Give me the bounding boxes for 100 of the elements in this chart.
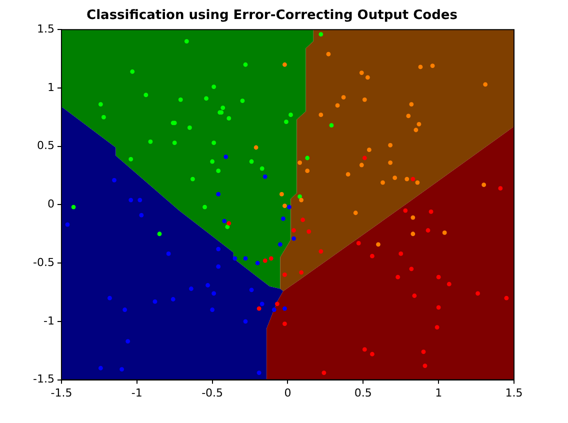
point <box>166 252 171 256</box>
point <box>122 308 128 312</box>
point <box>178 97 183 102</box>
point <box>120 367 124 372</box>
point <box>254 145 258 150</box>
point <box>170 297 176 302</box>
point <box>418 64 423 70</box>
point <box>305 156 310 160</box>
point <box>326 52 331 56</box>
point <box>225 224 230 230</box>
point <box>268 256 274 261</box>
point <box>139 213 144 218</box>
point <box>274 302 280 306</box>
y-tick-label: 1.5 <box>36 22 54 36</box>
point <box>216 168 221 174</box>
point <box>359 162 364 168</box>
point <box>305 168 310 174</box>
point <box>380 180 385 185</box>
point <box>282 204 287 208</box>
point <box>409 102 414 107</box>
point <box>365 75 370 80</box>
y-tick-label: 0 <box>47 198 54 211</box>
point <box>396 274 400 280</box>
point <box>187 125 192 130</box>
y-tick-label: -1 <box>43 314 54 328</box>
point <box>262 174 268 179</box>
point <box>356 241 361 246</box>
point <box>436 305 441 310</box>
point <box>409 266 414 272</box>
point <box>190 176 195 182</box>
point <box>98 102 103 107</box>
point <box>184 39 189 44</box>
point <box>318 112 324 118</box>
point <box>243 62 248 67</box>
point <box>292 228 296 233</box>
point <box>404 176 410 182</box>
y-tick-label: -0.5 <box>32 256 54 269</box>
point <box>282 306 287 311</box>
point <box>98 366 103 370</box>
x-tick-label: 1.5 <box>505 386 523 400</box>
point <box>212 140 216 146</box>
point <box>410 215 416 220</box>
point <box>292 236 296 241</box>
point <box>204 96 208 101</box>
point <box>282 62 287 67</box>
point <box>483 82 488 87</box>
point <box>498 186 503 191</box>
point <box>282 322 287 326</box>
point <box>482 182 486 188</box>
point <box>260 166 264 171</box>
point <box>216 246 221 252</box>
point <box>410 232 416 236</box>
point <box>212 291 216 296</box>
point <box>318 249 324 254</box>
point <box>112 178 116 182</box>
point <box>126 339 130 344</box>
point <box>421 350 426 354</box>
point <box>249 288 254 292</box>
y-tick-label: 0.5 <box>36 139 54 152</box>
point <box>436 274 441 280</box>
point <box>388 142 393 148</box>
point <box>299 198 304 202</box>
point <box>306 229 312 234</box>
x-tick-label: 0 <box>284 386 292 400</box>
point <box>157 232 162 236</box>
point <box>410 176 416 182</box>
point <box>366 148 372 152</box>
x-tick-label: -1 <box>131 386 142 400</box>
x-tick-label: 1 <box>435 386 442 400</box>
point <box>370 352 374 356</box>
point <box>224 154 228 160</box>
point <box>255 260 260 266</box>
point <box>138 198 142 202</box>
point <box>281 216 286 221</box>
y-tick-label: -1.5 <box>32 372 54 386</box>
point <box>403 208 408 213</box>
point <box>220 106 226 110</box>
point <box>188 286 194 291</box>
point <box>300 218 306 222</box>
point <box>108 296 112 300</box>
point <box>240 98 245 104</box>
point <box>210 159 215 164</box>
point <box>398 252 404 256</box>
point <box>272 308 276 312</box>
point <box>426 228 430 233</box>
point <box>434 325 440 330</box>
point <box>243 256 248 261</box>
point <box>249 159 254 164</box>
point <box>212 84 216 89</box>
point <box>256 306 262 311</box>
point <box>406 114 411 118</box>
point <box>362 97 367 102</box>
point <box>71 204 76 210</box>
point <box>415 180 420 185</box>
point <box>226 116 232 121</box>
chart-title: Classification using Error-Correcting Output Codes <box>86 8 458 24</box>
point <box>243 319 248 324</box>
point <box>412 294 417 298</box>
point <box>370 254 374 258</box>
x-tick-label: 0.5 <box>354 386 372 400</box>
